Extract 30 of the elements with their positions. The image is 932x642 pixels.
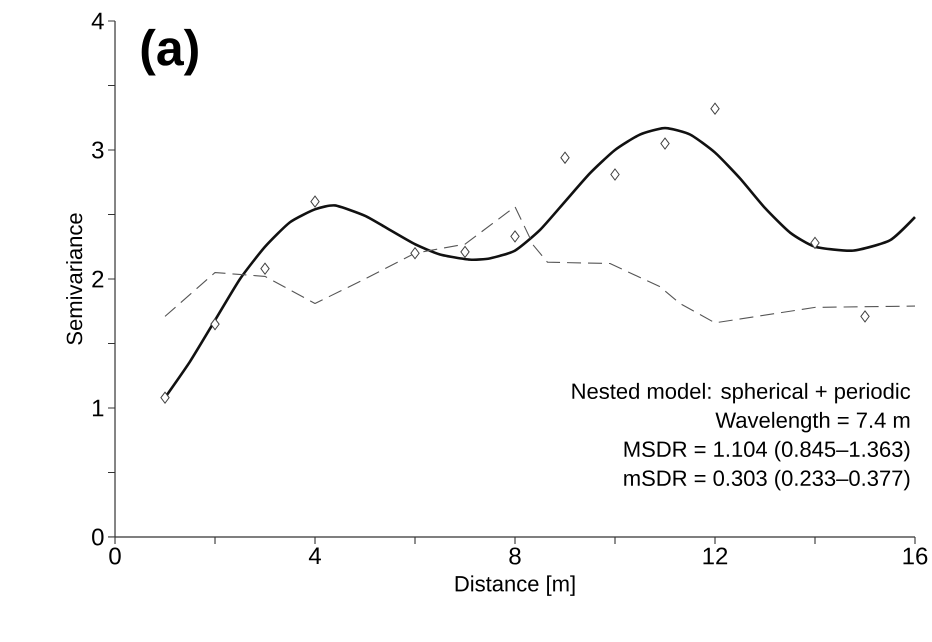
annotation: MSDR = 1.104 (0.845–1.363) xyxy=(624,440,910,462)
y-tick-label: 1 xyxy=(92,400,104,416)
point xyxy=(260,262,270,275)
y-axis-title: Semivariance xyxy=(66,213,82,345)
annotation: mSDR = 0.303 (0.233–0.377) xyxy=(624,470,910,490)
point xyxy=(710,102,720,115)
y-tick-label: 4 xyxy=(92,12,104,30)
point xyxy=(610,168,620,180)
point xyxy=(510,230,520,242)
y-tick-label: 3 xyxy=(92,142,104,158)
point xyxy=(860,310,870,322)
annotation: (a) xyxy=(142,28,198,76)
point xyxy=(210,318,220,330)
y-tick-label: 2 xyxy=(92,270,104,288)
x-tick-label: 16 xyxy=(903,548,928,565)
x-tick-label: 12 xyxy=(703,548,728,564)
x-axis-title: Distance [m] xyxy=(456,575,575,596)
point xyxy=(310,196,320,208)
point xyxy=(660,138,670,150)
point xyxy=(160,392,170,404)
x-tick-label: 8 xyxy=(509,548,521,565)
annotation: Nested model: spherical + periodic xyxy=(572,382,910,404)
x-tick-label: 0 xyxy=(109,548,121,565)
annotation: Wavelength = 7.4 m xyxy=(715,412,910,432)
x-tick-label: 4 xyxy=(308,548,321,564)
point xyxy=(560,152,570,164)
point xyxy=(410,247,420,260)
point xyxy=(460,246,470,258)
point xyxy=(810,236,820,249)
y-tick-label: 0 xyxy=(92,528,104,546)
